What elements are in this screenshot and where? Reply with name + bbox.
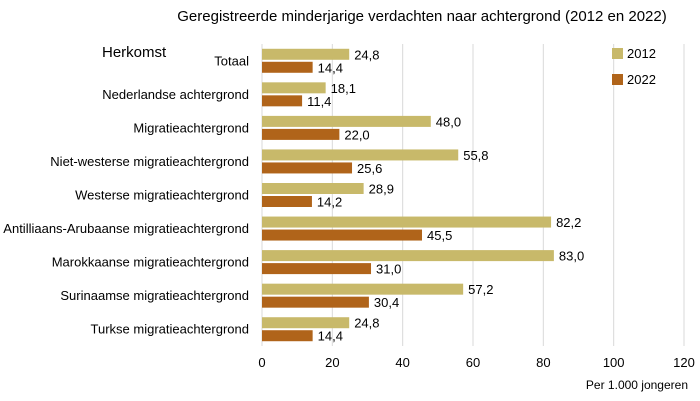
category-label: Westerse migratieachtergrond [75,188,249,203]
chart-title: Geregistreerde minderjarige verdachten n… [177,8,666,25]
data-label-2012: 48,0 [436,114,461,129]
bar-2012 [262,82,326,94]
data-label-2022: 31,0 [376,262,401,277]
x-tick-labels: 0 20 40 60 80 100 120 [258,355,694,370]
data-label-2022: 25,6 [357,161,382,176]
bar-2022 [262,95,303,107]
data-label-2012: 28,9 [369,182,394,197]
bar-2022 [262,128,340,140]
data-label-2022: 14,2 [317,195,342,210]
x-axis-unit-label: Per 1.000 jongeren [586,378,688,392]
category-label: Surinaamse migratieachtergrond [60,288,249,303]
legend-swatch-2012 [612,48,623,59]
x-tick-label: 0 [258,355,265,370]
category-label: Nederlandse achtergrond [102,87,249,102]
category-label: Totaal [214,53,249,68]
category-header: Herkomst [102,44,167,61]
bar-2012 [262,250,554,262]
category-labels: Totaal Nederlandse achtergrond Migratieach… [3,53,249,336]
data-label-2022: 14,4 [318,329,343,344]
x-tick-label: 80 [536,355,550,370]
bars: 24,8 14,4 18,111,4 48,0 22,0 55,8 25,6 28,9 14,2… [262,47,584,344]
data-label-2012: 24,8 [354,316,379,331]
data-label-2012: 55,8 [463,148,488,163]
x-tick-label: 60 [466,355,480,370]
bar-2012 [262,317,350,329]
bar-2012 [262,216,552,228]
gridlines [261,44,685,346]
legend: 2012 2022 [612,46,656,87]
bar-2012 [262,283,464,295]
data-label-2022: 14,4 [318,60,343,75]
legend-label-2012: 2012 [627,46,656,61]
data-label-2012: 57,2 [468,282,493,297]
bar-2012 [262,115,431,127]
bar-2012 [262,149,459,161]
legend-label-2022: 2022 [627,72,656,87]
bar-2022 [262,296,369,308]
data-label-2022: 22,0 [344,127,369,142]
bar-2012 [262,48,350,60]
x-tick-label: 40 [395,355,409,370]
x-tick-label: 20 [325,355,339,370]
bar-2022 [262,162,353,174]
category-label: Marokkaanse migratieachtergrond [52,255,249,270]
data-label-2022: 45,5 [427,228,452,243]
x-tick-label: 100 [603,355,625,370]
bar-2022 [262,229,423,241]
data-label-2012: 82,2 [556,215,581,230]
bar-2022 [262,196,312,207]
bar-2012 [262,183,364,194]
bar-2022 [262,263,372,275]
data-label-2012: 24,8 [354,47,379,62]
category-label: Migratieachtergrond [133,120,249,135]
category-label: Turkse migratieachtergrond [91,322,249,337]
bar-2022 [262,61,313,73]
data-label-2022: 30,4 [374,295,399,310]
data-label-2022: 11,4 [307,94,331,109]
data-label-2012: 18,1 [331,81,356,96]
data-label-2012: 83,0 [559,249,584,264]
category-label: Niet-westerse migratieachtergrond [50,154,249,169]
x-tick-label: 120 [673,355,695,370]
legend-swatch-2022 [612,74,623,85]
category-label: Antilliaans-Arubaanse migratieachtergron… [3,221,249,236]
bar-2022 [262,330,313,342]
